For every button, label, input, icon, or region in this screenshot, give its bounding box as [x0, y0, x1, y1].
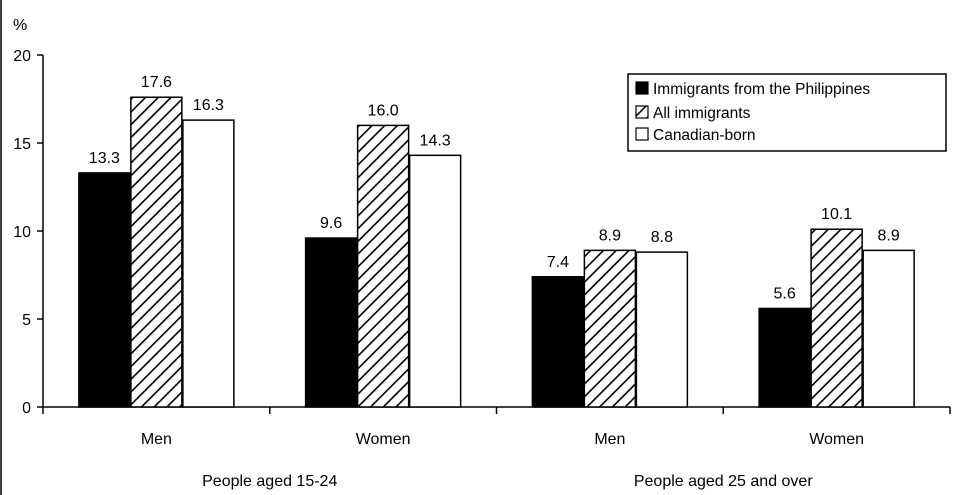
bar-value-label: 10.1: [821, 206, 852, 223]
y-tick-label: 0: [22, 400, 31, 417]
bar-value-label: 9.6: [320, 215, 342, 232]
legend: Immigrants from the Philippines All immi…: [627, 73, 947, 152]
bar: [583, 249, 637, 408]
group-label: People aged 25 and over: [634, 473, 813, 490]
y-tick-label: 5: [22, 312, 31, 329]
group-label: People aged 15-24: [202, 473, 337, 490]
bar: [78, 172, 131, 408]
legend-label-philippines: Immigrants from the Philippines: [653, 81, 870, 98]
bar-value-label: 8.8: [651, 229, 673, 246]
x-tick-label: Women: [809, 431, 864, 448]
bar-value-label: 8.9: [878, 227, 900, 244]
group-labels: People aged 15-24 People aged 25 and over: [202, 473, 813, 490]
legend-box: [627, 73, 947, 152]
bar-value-label: 14.3: [420, 132, 451, 149]
bar-value-label: 16.0: [368, 102, 399, 119]
legend-swatch-philippines: [635, 81, 649, 95]
bar: [408, 154, 462, 408]
x-tick-label: Women: [356, 431, 411, 448]
bar-value-label: 8.9: [599, 227, 621, 244]
y-axis-unit-label: %: [13, 17, 27, 34]
bar: [810, 228, 863, 408]
bars: [78, 96, 915, 408]
bar: [531, 276, 585, 408]
bar-value-label: 17.6: [141, 74, 172, 91]
bar: [130, 96, 183, 408]
bar: [635, 251, 689, 408]
bar-value-label: 13.3: [89, 150, 120, 167]
legend-label-canadian-born: Canadian-born: [653, 127, 756, 144]
bar-value-label: 5.6: [774, 285, 796, 302]
bar: [356, 124, 410, 408]
x-tick-label: Men: [141, 431, 172, 448]
legend-swatch-canadian-born: [635, 127, 649, 141]
bar: [304, 237, 358, 408]
y-tick-label: 20: [13, 48, 31, 65]
bar: [758, 307, 811, 408]
y-tick-label: 10: [13, 224, 31, 241]
bar: [862, 249, 915, 408]
legend-label-all-immigrants: All immigrants: [653, 105, 751, 122]
legend-swatch-all-immigrants: [635, 105, 649, 119]
x-tick-labels: Men Women Men Women: [141, 431, 864, 448]
bar-value-label: 7.4: [547, 254, 569, 271]
y-tick-label: 15: [13, 136, 31, 153]
x-tick-label: Men: [594, 431, 625, 448]
bar-value-label: 16.3: [193, 97, 224, 114]
value-labels: 13.3 17.6 16.3 9.6 16.0 14.3 7.4 8.9 8.8 5.6 10.1 8…: [89, 74, 900, 302]
bar: [182, 119, 235, 408]
